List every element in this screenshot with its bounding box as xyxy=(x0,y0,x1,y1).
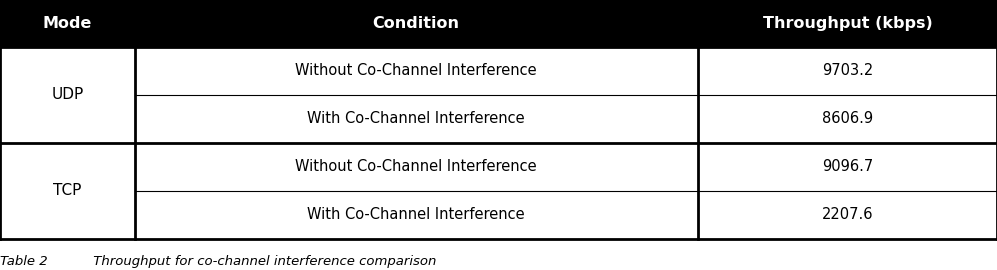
Text: 9096.7: 9096.7 xyxy=(822,159,873,174)
Text: With Co-Channel Interference: With Co-Channel Interference xyxy=(307,207,525,222)
Bar xyxy=(135,0,698,47)
Text: 9703.2: 9703.2 xyxy=(822,63,873,78)
Text: With Co-Channel Interference: With Co-Channel Interference xyxy=(307,111,525,126)
Text: Condition: Condition xyxy=(373,16,460,31)
Bar xyxy=(0,47,997,95)
Bar xyxy=(0,95,997,143)
Text: Mode: Mode xyxy=(43,16,92,31)
Text: 2207.6: 2207.6 xyxy=(822,207,873,222)
Text: UDP: UDP xyxy=(51,87,84,102)
Text: 8606.9: 8606.9 xyxy=(822,111,873,126)
Text: Without Co-Channel Interference: Without Co-Channel Interference xyxy=(295,159,537,174)
Text: Without Co-Channel Interference: Without Co-Channel Interference xyxy=(295,63,537,78)
Text: Throughput (kbps): Throughput (kbps) xyxy=(763,16,932,31)
Bar xyxy=(0,0,135,47)
Text: TCP: TCP xyxy=(53,183,82,198)
Bar xyxy=(698,0,997,47)
Text: Table 2: Table 2 xyxy=(0,255,48,268)
Text: Throughput for co-channel interference comparison: Throughput for co-channel interference c… xyxy=(72,255,436,268)
Bar xyxy=(0,191,997,239)
Bar xyxy=(0,143,997,191)
